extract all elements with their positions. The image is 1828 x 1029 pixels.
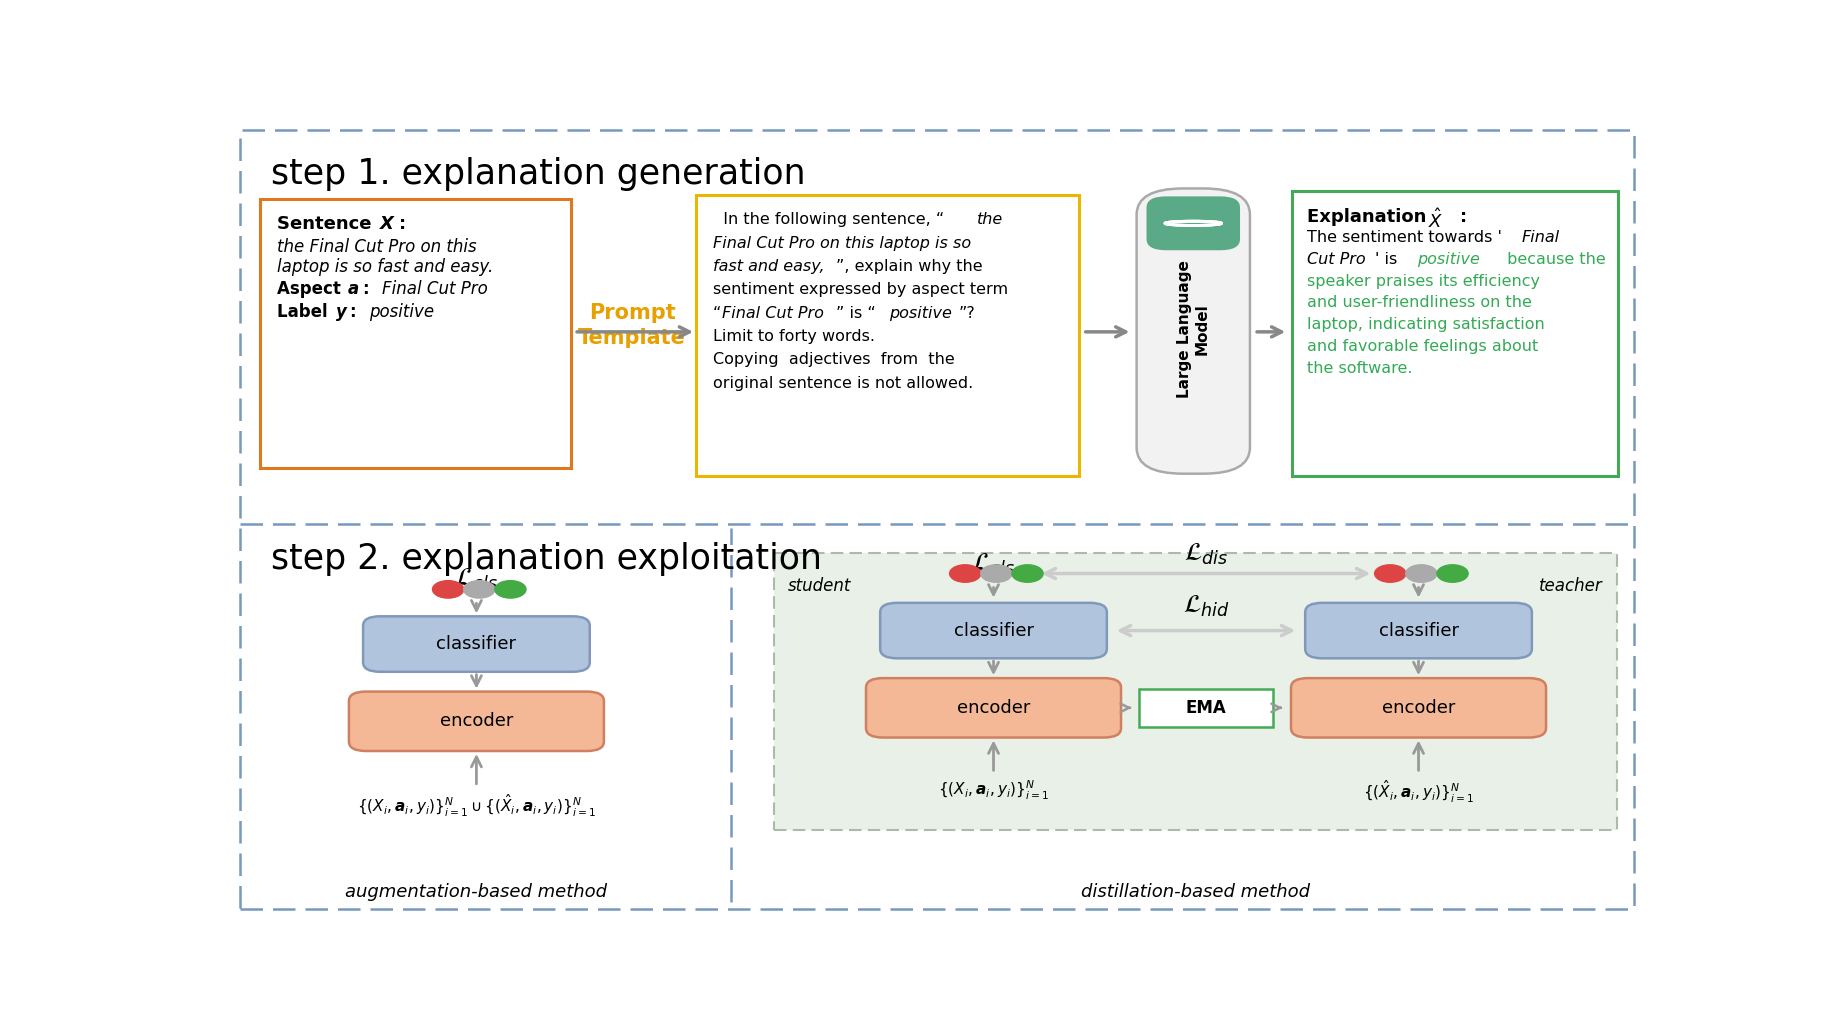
Text: step 2. explanation exploitation: step 2. explanation exploitation [271, 542, 823, 576]
Text: teacher: teacher [1539, 576, 1603, 595]
Text: and user-friendliness on the: and user-friendliness on the [1307, 295, 1532, 311]
Text: :: : [351, 303, 362, 321]
Text: Final Cut Pro: Final Cut Pro [382, 280, 488, 298]
FancyBboxPatch shape [866, 678, 1121, 738]
FancyBboxPatch shape [349, 691, 603, 751]
Circle shape [949, 565, 982, 582]
Text: laptop is so fast and easy.: laptop is so fast and easy. [276, 258, 494, 276]
Text: because the: because the [1503, 252, 1605, 267]
Text: In the following sentence, “: In the following sentence, “ [713, 212, 945, 227]
Text: :: : [1459, 208, 1466, 226]
FancyBboxPatch shape [1137, 188, 1250, 473]
Text: Sentence: Sentence [276, 215, 377, 233]
Bar [1292, 190, 1618, 476]
Text: classifier: classifier [1378, 622, 1459, 640]
Text: sentiment expressed by aspect term: sentiment expressed by aspect term [713, 282, 1007, 297]
Text: X: X [380, 215, 395, 233]
Text: the: the [976, 212, 1004, 227]
Text: ”, explain why the: ”, explain why the [835, 259, 983, 274]
Text: $\hat{X}$: $\hat{X}$ [1428, 208, 1444, 232]
Circle shape [1375, 565, 1406, 582]
Text: step 1. explanation generation: step 1. explanation generation [271, 156, 806, 190]
FancyBboxPatch shape [1291, 678, 1546, 738]
Text: speaker praises its efficiency: speaker praises its efficiency [1307, 274, 1539, 288]
Text: augmentation-based method: augmentation-based method [345, 883, 607, 900]
Text: y: y [336, 303, 347, 321]
Circle shape [495, 580, 526, 598]
Text: positive: positive [369, 303, 433, 321]
Text: $\mathcal{L}_{dis}$: $\mathcal{L}_{dis}$ [1185, 542, 1228, 567]
Text: classifier: classifier [954, 622, 1033, 640]
Text: ' is: ' is [1375, 252, 1402, 267]
Text: :: : [364, 280, 375, 298]
Text: $\mathcal{L}_{cls}$: $\mathcal{L}_{cls}$ [972, 552, 1015, 576]
Text: ”?: ”? [960, 306, 976, 321]
Text: Explanation: Explanation [1307, 208, 1431, 226]
Text: $\{(X_i, \boldsymbol{a}_i, y_i)\}_{i=1}^{N} \cup \{(\hat{X}_i, \boldsymbol{a}_i,: $\{(X_i, \boldsymbol{a}_i, y_i)\}_{i=1}^… [356, 792, 596, 819]
Text: Final: Final [1523, 230, 1559, 245]
Text: Label: Label [276, 303, 333, 321]
FancyBboxPatch shape [1146, 197, 1239, 250]
FancyBboxPatch shape [1305, 603, 1532, 659]
Text: the software.: the software. [1307, 361, 1411, 376]
FancyBboxPatch shape [881, 603, 1108, 659]
Text: positive: positive [888, 306, 952, 321]
Circle shape [1437, 565, 1468, 582]
Text: $\{(X_i, \boldsymbol{a}_i, y_i)\}_{i=1}^{N}$: $\{(X_i, \boldsymbol{a}_i, y_i)\}_{i=1}^… [938, 779, 1049, 802]
Text: The sentiment towards ': The sentiment towards ' [1307, 230, 1501, 245]
Text: $\mathcal{L}_{cls}$: $\mathcal{L}_{cls}$ [455, 567, 497, 593]
Bar [696, 194, 1079, 476]
Text: Large Language
Model: Large Language Model [1177, 260, 1210, 398]
Text: encoder: encoder [1382, 699, 1455, 717]
Text: Limit to forty words.: Limit to forty words. [713, 329, 876, 344]
Bar [773, 553, 1616, 830]
Text: $\mathcal{L}_{hid}$: $\mathcal{L}_{hid}$ [1183, 594, 1230, 618]
Text: student: student [788, 576, 852, 595]
Text: and favorable feelings about: and favorable feelings about [1307, 339, 1537, 354]
Text: Final Cut Pro: Final Cut Pro [722, 306, 824, 321]
Text: EMA: EMA [1186, 699, 1227, 717]
Text: ” is “: ” is “ [835, 306, 876, 321]
Text: original sentence is not allowed.: original sentence is not allowed. [713, 376, 972, 391]
Text: fast and easy,: fast and easy, [713, 259, 824, 274]
Text: the Final Cut Pro on this: the Final Cut Pro on this [276, 239, 477, 256]
Text: a: a [347, 280, 358, 298]
Text: Aspect: Aspect [276, 280, 345, 298]
Text: Final Cut Pro on this laptop is so: Final Cut Pro on this laptop is so [713, 236, 971, 251]
Circle shape [982, 565, 1013, 582]
Text: “: “ [713, 306, 722, 321]
Circle shape [1013, 565, 1044, 582]
Circle shape [1406, 565, 1437, 582]
Text: positive: positive [1417, 252, 1481, 267]
Text: distillation-based method: distillation-based method [1080, 883, 1311, 900]
Text: :: : [399, 215, 406, 233]
Text: encoder: encoder [441, 712, 514, 731]
Bar [260, 199, 572, 468]
Bar [1139, 688, 1274, 726]
Text: Copying  adjectives  from  the: Copying adjectives from the [713, 353, 954, 367]
Text: Cut Pro: Cut Pro [1307, 252, 1366, 267]
Text: $\{(\hat{X}_i, \boldsymbol{a}_i, y_i)\}_{i=1}^{N}$: $\{(\hat{X}_i, \boldsymbol{a}_i, y_i)\}_… [1364, 779, 1473, 805]
Text: encoder: encoder [956, 699, 1031, 717]
Circle shape [464, 580, 495, 598]
Circle shape [433, 580, 464, 598]
Text: Prompt
Template: Prompt Template [578, 304, 686, 348]
Text: classifier: classifier [437, 635, 517, 653]
Text: laptop, indicating satisfaction: laptop, indicating satisfaction [1307, 317, 1545, 332]
FancyBboxPatch shape [364, 616, 590, 672]
